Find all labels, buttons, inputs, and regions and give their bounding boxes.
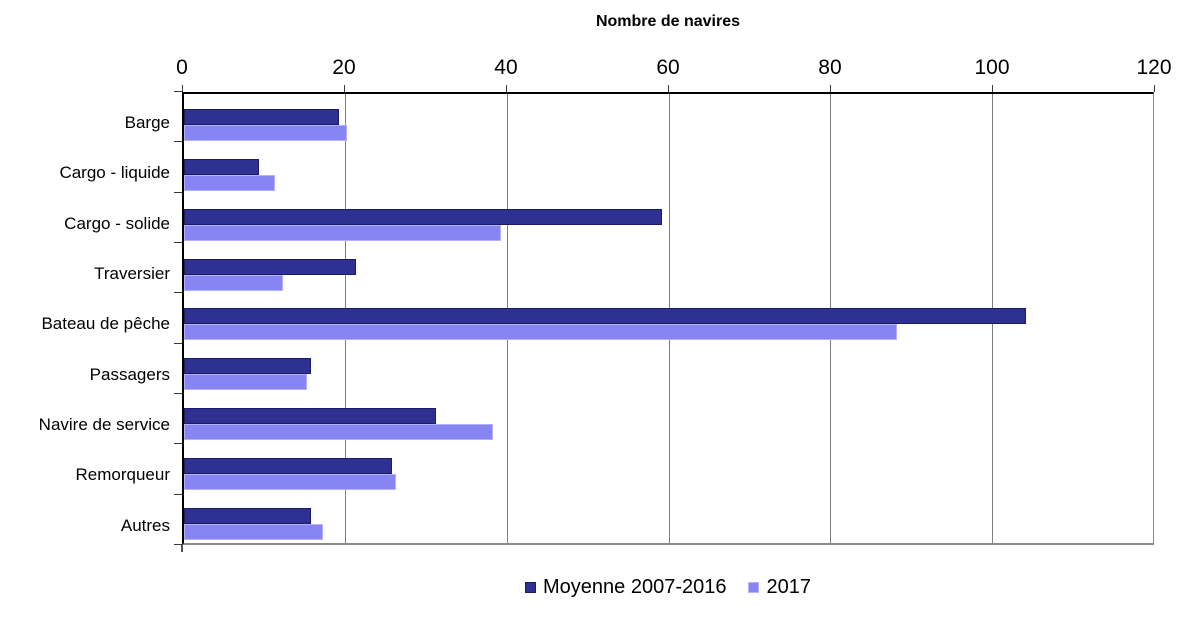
bar-group [184,458,1153,491]
bar-series-1 [184,524,324,541]
legend-item: 2017 [748,576,811,599]
x-tick-mark [505,85,507,92]
y-tick-mark [174,141,182,143]
legend-label: 2017 [766,575,811,598]
x-axis-ticks [182,85,1155,92]
bar-group [184,108,1153,141]
bar-series-0 [184,108,340,125]
bar-series-1 [184,374,308,391]
category-labels: Barge Cargo - liquide Cargo - solide Traver… [0,92,170,545]
bar-group [184,308,1153,341]
category-label: Cargo - solide [64,213,170,233]
y-tick-mark [174,191,182,193]
bar-series-0 [184,308,1026,325]
x-tick-mark [992,85,993,92]
y-tick-mark [174,292,182,294]
x-tick-mark [829,85,831,92]
bar-group [184,508,1153,541]
bar-series-1 [184,274,283,291]
bar-row [184,144,1153,194]
x-tick-mark [343,85,345,92]
bar-row [184,343,1153,393]
y-tick-mark [174,392,182,394]
legend-swatch [525,581,536,593]
bar-series-1 [184,474,396,491]
y-tick-mark [174,443,182,445]
bar-series-1 [184,224,501,241]
x-tick-mark [182,85,183,92]
bar-row [184,94,1153,144]
bar-row [184,393,1153,443]
x-tick-mark [1154,85,1155,92]
y-tick-mark [174,241,182,243]
bar-series-1 [184,174,275,191]
bar-series-1 [184,324,897,341]
x-tick-label: 20 [332,56,356,79]
category-label: Barge [124,113,170,133]
x-tick-label: 80 [818,56,842,79]
category-label: Passagers [89,364,170,384]
bar-group [184,408,1153,441]
bar-series-1 [184,424,493,441]
bar-row [184,244,1153,294]
axis-corner-tick [181,545,183,552]
x-tick-mark [668,85,669,92]
x-tick-label: 0 [176,56,188,79]
legend: Moyenne 2007-2016 2017 [182,574,1154,600]
bar-series-0 [184,408,437,425]
x-tick-label: 100 [974,56,1010,79]
category-label: Autres [120,515,170,535]
bar-series-1 [184,124,348,141]
y-tick-mark [174,493,182,495]
bar-series-0 [184,208,663,225]
bar-group [184,158,1153,191]
chart-title: Nombre de navires [595,13,741,30]
bar-series-0 [184,458,392,475]
category-label: Bateau de pêche [41,314,170,334]
bar-series-0 [184,508,312,525]
bar-group [184,258,1153,291]
bar-series-0 [184,258,356,275]
legend-swatch [748,581,760,593]
category-label: Traversier [94,264,170,284]
x-tick-label: 120 [1136,56,1172,79]
bar-row [184,194,1153,244]
bar-row [184,493,1153,543]
bar-series-0 [184,158,259,175]
y-axis-ticks [174,91,182,545]
legend-item: Moyenne 2007-2016 [525,576,726,599]
y-tick-mark [174,544,182,545]
x-tick-label: 60 [656,56,680,79]
bar-row [184,294,1153,344]
bar-group [184,358,1153,391]
bar-series-0 [184,358,312,375]
x-tick-label: 40 [494,56,518,79]
bar-group [184,208,1153,241]
category-label: Navire de service [38,415,170,435]
category-label: Cargo - liquide [59,163,170,183]
y-tick-mark [174,342,182,344]
category-label: Remorqueur [75,465,171,485]
bar-rows [184,94,1153,543]
plot-area [182,92,1154,545]
x-axis-labels: 0 20 40 60 80 100 120 [176,56,1171,82]
legend-label: Moyenne 2007-2016 [543,575,727,598]
y-tick-mark [174,91,182,92]
bar-row [184,443,1153,493]
